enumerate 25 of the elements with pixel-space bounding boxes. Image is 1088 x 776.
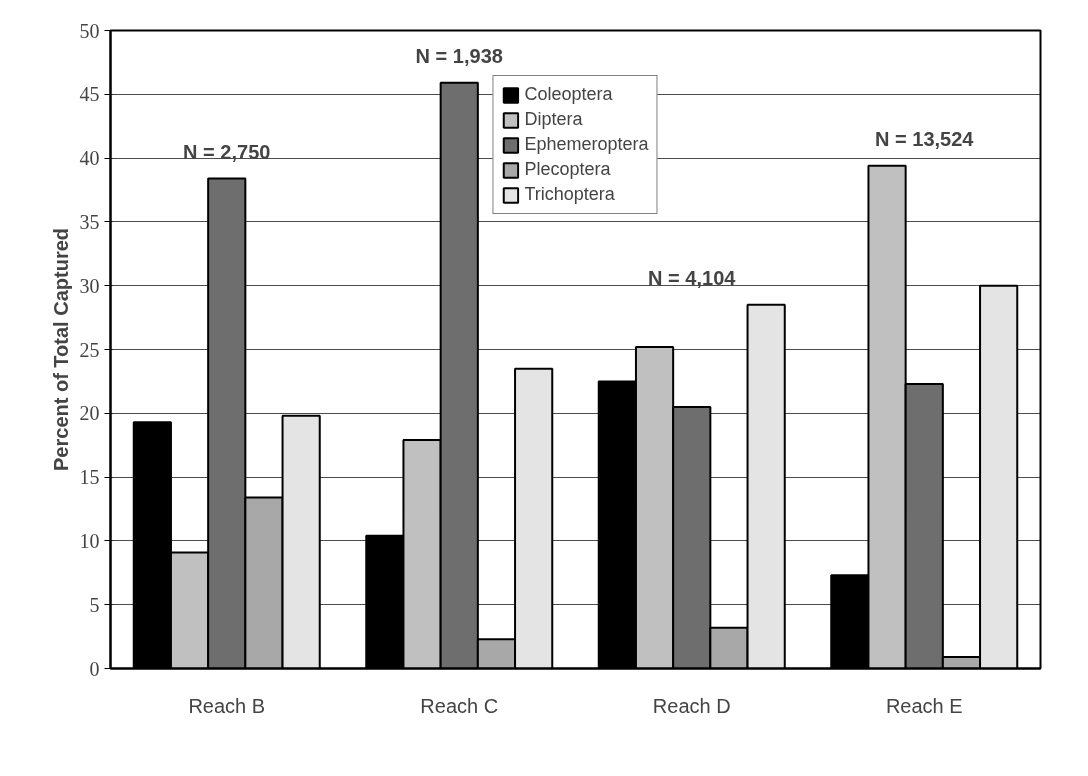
annotation: N = 4,104 bbox=[648, 266, 737, 289]
legend-label: Coleoptera bbox=[524, 84, 613, 105]
legend-label: Trichoptera bbox=[524, 184, 615, 205]
y-tick-label: 45 bbox=[79, 83, 100, 106]
y-tick-label: 5 bbox=[89, 593, 100, 616]
y-tick-label: 15 bbox=[79, 466, 100, 489]
annotation: N = 13,524 bbox=[875, 127, 975, 150]
x-tick-label: Reach C bbox=[420, 694, 499, 717]
x-tick-label: Reach E bbox=[885, 694, 963, 717]
y-tick-label: 25 bbox=[79, 338, 100, 361]
y-tick-label: 10 bbox=[79, 529, 100, 552]
y-tick-label: 20 bbox=[79, 402, 100, 425]
y-axis-title: Percent of Total Captured bbox=[49, 227, 72, 471]
legend-label: Plecoptera bbox=[524, 159, 611, 180]
x-tick-label: Reach D bbox=[652, 694, 731, 717]
y-tick-label: 0 bbox=[89, 657, 100, 680]
y-tick-label: 40 bbox=[79, 147, 100, 170]
legend-label: Ephemeroptera bbox=[524, 134, 649, 155]
y-tick-label: 30 bbox=[79, 274, 100, 297]
legend-label: Diptera bbox=[524, 109, 583, 130]
x-tick-label: Reach B bbox=[188, 694, 266, 717]
annotation: N = 2,750 bbox=[183, 140, 271, 163]
y-tick-label: 50 bbox=[79, 19, 100, 42]
annotation: N = 1,938 bbox=[415, 44, 503, 67]
y-tick-label: 35 bbox=[79, 210, 100, 233]
